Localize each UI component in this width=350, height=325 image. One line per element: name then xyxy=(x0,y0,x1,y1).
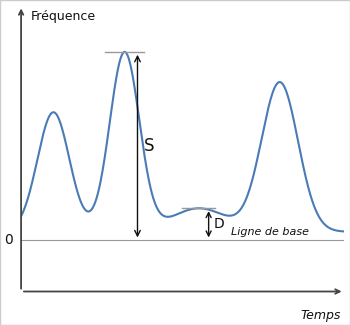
Text: Temps: Temps xyxy=(301,308,341,321)
Text: S: S xyxy=(144,137,154,155)
Text: Fréquence: Fréquence xyxy=(31,10,96,23)
Text: 0: 0 xyxy=(4,233,13,247)
Text: D: D xyxy=(214,217,224,231)
Text: Ligne de base: Ligne de base xyxy=(231,227,309,237)
